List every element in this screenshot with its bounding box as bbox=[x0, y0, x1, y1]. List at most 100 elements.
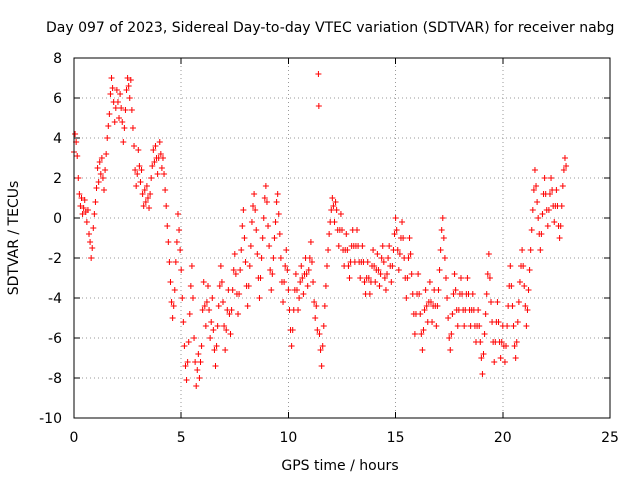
y-tick-label: 6 bbox=[53, 91, 62, 107]
data-point bbox=[541, 175, 548, 181]
data-point bbox=[76, 191, 83, 197]
data-point bbox=[530, 187, 537, 193]
data-point bbox=[136, 163, 143, 169]
data-point bbox=[174, 211, 181, 217]
data-point bbox=[102, 167, 109, 173]
data-point bbox=[380, 259, 387, 265]
data-point bbox=[99, 175, 106, 181]
data-point bbox=[288, 343, 295, 349]
data-point bbox=[202, 323, 209, 329]
data-point bbox=[415, 271, 422, 277]
data-point bbox=[275, 211, 282, 217]
data-point bbox=[419, 347, 426, 353]
data-point bbox=[184, 359, 191, 365]
data-point bbox=[483, 291, 490, 297]
data-point bbox=[114, 99, 121, 105]
data-point bbox=[111, 119, 118, 125]
data-point bbox=[112, 105, 119, 111]
data-point bbox=[159, 155, 166, 161]
data-point bbox=[203, 299, 210, 305]
data-point bbox=[315, 103, 322, 109]
data-point bbox=[276, 231, 283, 237]
data-point bbox=[478, 355, 485, 361]
data-point bbox=[557, 223, 564, 229]
chart-title: Day 097 of 2023, Sidereal Day-to-day VTE… bbox=[46, 20, 614, 36]
data-point bbox=[209, 295, 216, 301]
data-point bbox=[330, 203, 337, 209]
data-point bbox=[528, 227, 535, 233]
data-point bbox=[464, 275, 471, 281]
data-point bbox=[423, 303, 430, 309]
data-point bbox=[284, 267, 291, 273]
data-point bbox=[403, 295, 410, 301]
data-point bbox=[406, 235, 413, 241]
data-point bbox=[438, 227, 445, 233]
data-point bbox=[125, 83, 132, 89]
y-tick-label: 8 bbox=[53, 51, 62, 67]
data-points-layer bbox=[71, 71, 570, 389]
y-tick-label: -4 bbox=[48, 291, 62, 307]
x-tick-label: 20 bbox=[494, 430, 512, 446]
data-point bbox=[147, 191, 154, 197]
data-point bbox=[217, 263, 224, 269]
data-point bbox=[216, 283, 223, 289]
data-point bbox=[127, 77, 134, 83]
data-point bbox=[418, 331, 425, 337]
data-point bbox=[316, 331, 323, 337]
data-point bbox=[344, 247, 351, 253]
data-point bbox=[221, 323, 228, 329]
data-point bbox=[177, 247, 184, 253]
data-point bbox=[162, 187, 169, 193]
data-point bbox=[508, 283, 515, 289]
data-point bbox=[524, 307, 531, 313]
data-point bbox=[548, 175, 555, 181]
data-point bbox=[303, 271, 310, 277]
data-point bbox=[88, 255, 95, 261]
data-point bbox=[531, 167, 538, 173]
data-point bbox=[158, 165, 165, 171]
data-point bbox=[172, 259, 179, 265]
data-point bbox=[124, 75, 131, 81]
data-point bbox=[254, 251, 261, 257]
data-point bbox=[317, 347, 324, 353]
data-point bbox=[318, 363, 325, 369]
data-point bbox=[365, 275, 372, 281]
data-point bbox=[310, 279, 317, 285]
y-tick-label: -10 bbox=[39, 411, 62, 427]
data-point bbox=[197, 359, 204, 365]
x-tick-label: 5 bbox=[177, 430, 186, 446]
data-point bbox=[515, 299, 522, 305]
data-point bbox=[270, 255, 277, 261]
data-point bbox=[477, 339, 484, 345]
data-point bbox=[265, 223, 272, 229]
data-point bbox=[123, 87, 130, 93]
data-point bbox=[314, 327, 321, 333]
data-point bbox=[346, 275, 353, 281]
data-point bbox=[186, 311, 193, 317]
data-point bbox=[442, 275, 449, 281]
data-point bbox=[132, 167, 139, 173]
data-point bbox=[364, 259, 371, 265]
data-point bbox=[103, 151, 110, 157]
data-point bbox=[385, 255, 392, 261]
data-point bbox=[105, 123, 112, 129]
data-point bbox=[392, 215, 399, 221]
data-point bbox=[482, 311, 489, 317]
data-point bbox=[527, 247, 534, 253]
data-point bbox=[404, 275, 411, 281]
y-tick-label: -8 bbox=[48, 371, 62, 387]
data-point bbox=[332, 199, 339, 205]
data-point bbox=[386, 243, 393, 249]
data-point bbox=[157, 151, 164, 157]
data-point bbox=[376, 283, 383, 289]
data-point bbox=[274, 191, 281, 197]
data-point bbox=[434, 303, 441, 309]
data-point bbox=[289, 327, 296, 333]
data-point bbox=[433, 323, 440, 329]
data-point bbox=[210, 327, 217, 333]
data-point bbox=[183, 377, 190, 383]
data-point bbox=[78, 195, 85, 201]
data-point bbox=[305, 267, 312, 273]
data-point bbox=[163, 203, 170, 209]
